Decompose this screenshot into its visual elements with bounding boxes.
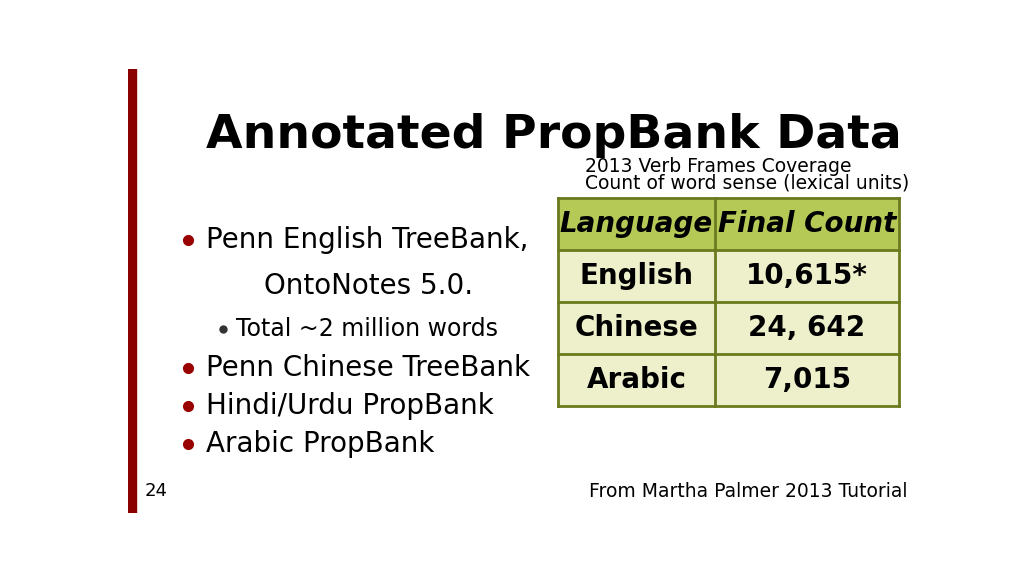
- Text: 2013 Verb Frames Coverage: 2013 Verb Frames Coverage: [586, 157, 852, 176]
- Text: Count of word sense (lexical units): Count of word sense (lexical units): [586, 173, 909, 192]
- Text: Hindi/Urdu PropBank: Hindi/Urdu PropBank: [206, 392, 494, 420]
- Bar: [558, 251, 899, 302]
- Text: 24: 24: [145, 482, 168, 500]
- Text: Penn English TreeBank,: Penn English TreeBank,: [206, 226, 528, 254]
- Text: Arabic: Arabic: [587, 366, 686, 395]
- Bar: [558, 354, 899, 407]
- Text: Total ~2 million words: Total ~2 million words: [237, 317, 499, 340]
- Text: Chinese: Chinese: [574, 314, 698, 342]
- Text: OntoNotes 5.0.: OntoNotes 5.0.: [263, 272, 473, 301]
- Text: Language: Language: [560, 210, 713, 238]
- Text: Annotated PropBank Data: Annotated PropBank Data: [206, 113, 901, 158]
- Text: Arabic PropBank: Arabic PropBank: [206, 430, 434, 458]
- Text: Penn Chinese TreeBank: Penn Chinese TreeBank: [206, 354, 529, 382]
- Text: 24, 642: 24, 642: [749, 314, 865, 342]
- Text: 10,615*: 10,615*: [745, 263, 867, 290]
- Text: English: English: [580, 263, 693, 290]
- Text: From Martha Palmer 2013 Tutorial: From Martha Palmer 2013 Tutorial: [589, 482, 907, 501]
- Bar: [558, 302, 899, 354]
- Bar: [558, 199, 899, 251]
- Text: Final Count: Final Count: [718, 210, 896, 238]
- Text: 7,015: 7,015: [763, 366, 851, 395]
- Bar: [128, 69, 136, 513]
